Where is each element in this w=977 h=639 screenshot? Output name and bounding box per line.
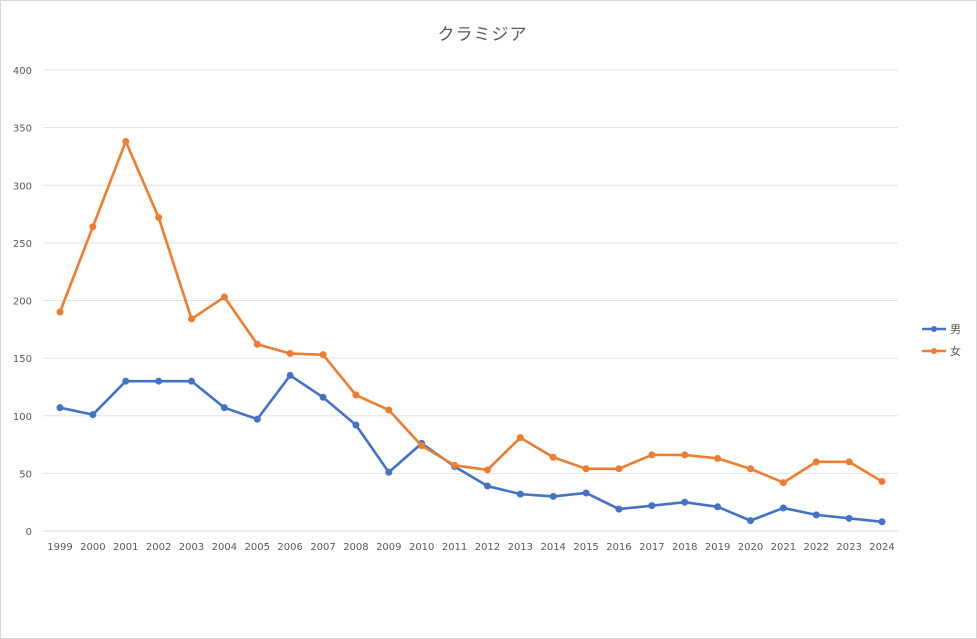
x-tick-label: 2020 <box>738 542 763 553</box>
data-point <box>319 351 327 359</box>
data-point <box>89 223 97 231</box>
data-point <box>89 411 97 419</box>
data-point <box>648 502 656 510</box>
data-point <box>352 391 360 399</box>
data-point <box>385 406 393 414</box>
x-axis-ticks: 1999 2000 2001 2002 2003 2004 2005 2006 2007 2008… <box>47 542 894 553</box>
data-point <box>746 465 754 473</box>
data-point <box>779 504 787 512</box>
data-point <box>220 404 228 412</box>
data-point <box>878 477 886 485</box>
data-point <box>681 498 689 506</box>
data-point <box>56 308 64 316</box>
gridlines <box>43 69 898 532</box>
data-point <box>155 377 163 385</box>
x-tick-label: 2004 <box>212 542 237 553</box>
data-point <box>779 479 787 487</box>
x-tick-label: 2003 <box>179 542 204 553</box>
x-tick-label: 2001 <box>113 542 138 553</box>
chart-title: クラミジア <box>437 25 528 45</box>
data-point <box>615 465 623 473</box>
y-tick-label: 400 <box>13 66 32 77</box>
x-tick-label: 2009 <box>376 542 401 553</box>
x-tick-label: 2022 <box>804 542 829 553</box>
data-point <box>845 514 853 522</box>
x-tick-label: 2016 <box>606 542 631 553</box>
x-tick-label: 2012 <box>475 542 500 553</box>
legend-marker <box>931 326 937 332</box>
data-point <box>286 350 294 358</box>
data-point <box>483 466 491 474</box>
x-tick-label: 2005 <box>245 542 270 553</box>
x-tick-label: 2006 <box>277 542 302 553</box>
legend-marker <box>931 348 937 354</box>
series-line <box>58 374 884 524</box>
x-tick-label: 2024 <box>869 542 894 553</box>
x-tick-label: 2017 <box>639 542 664 553</box>
data-point <box>188 377 196 385</box>
data-point <box>516 434 524 442</box>
data-point <box>582 489 590 497</box>
x-tick-label: 2021 <box>771 542 796 553</box>
data-point <box>352 421 360 429</box>
y-tick-label: 250 <box>13 239 32 250</box>
y-tick-label: 150 <box>13 354 32 365</box>
y-tick-label: 200 <box>13 297 32 308</box>
data-point <box>385 468 393 476</box>
data-point <box>516 490 524 498</box>
data-point <box>878 518 886 526</box>
data-point <box>418 442 426 450</box>
y-tick-label: 0 <box>26 527 32 538</box>
y-tick-label: 50 <box>19 469 32 480</box>
x-tick-label: 2011 <box>442 542 467 553</box>
data-point <box>286 371 294 379</box>
x-tick-label: 2018 <box>672 542 697 553</box>
data-point <box>549 492 557 500</box>
y-axis-ticks: 0 50 100 150 200 250 300 350 400 <box>13 66 32 538</box>
data-point <box>56 404 64 412</box>
series-line <box>58 140 884 484</box>
data-point <box>549 453 557 461</box>
y-tick-label: 350 <box>13 124 32 135</box>
x-tick-label: 2000 <box>80 542 105 553</box>
data-point <box>648 451 656 459</box>
legend: 男女 <box>922 323 961 358</box>
data-point <box>681 451 689 459</box>
data-point <box>188 315 196 323</box>
legend-label: 男 <box>950 323 961 336</box>
data-point <box>220 293 228 301</box>
x-tick-label: 2023 <box>836 542 861 553</box>
x-tick-label: 2019 <box>705 542 730 553</box>
data-point <box>122 377 130 385</box>
data-point <box>582 465 590 473</box>
x-tick-label: 2007 <box>310 542 335 553</box>
data-point <box>746 517 754 525</box>
x-tick-label: 2002 <box>146 542 171 553</box>
data-point <box>714 503 722 511</box>
y-tick-label: 100 <box>13 412 32 423</box>
data-point <box>319 393 327 401</box>
series-group <box>56 137 886 526</box>
legend-label: 女 <box>950 344 961 358</box>
x-tick-label: 1999 <box>47 542 72 553</box>
data-point <box>253 415 261 423</box>
data-point <box>812 511 820 519</box>
x-tick-label: 2014 <box>540 542 565 553</box>
data-point <box>451 461 459 469</box>
data-point <box>714 454 722 462</box>
x-tick-label: 2015 <box>573 542 598 553</box>
data-point <box>122 137 130 145</box>
data-point <box>155 214 163 222</box>
data-point <box>845 458 853 466</box>
y-tick-label: 300 <box>13 181 32 192</box>
x-tick-label: 2013 <box>508 542 533 553</box>
data-point <box>253 340 261 348</box>
data-point <box>812 458 820 466</box>
data-point <box>483 482 491 490</box>
x-tick-label: 2008 <box>343 542 368 553</box>
x-tick-label: 2010 <box>409 542 434 553</box>
data-point <box>615 505 623 513</box>
